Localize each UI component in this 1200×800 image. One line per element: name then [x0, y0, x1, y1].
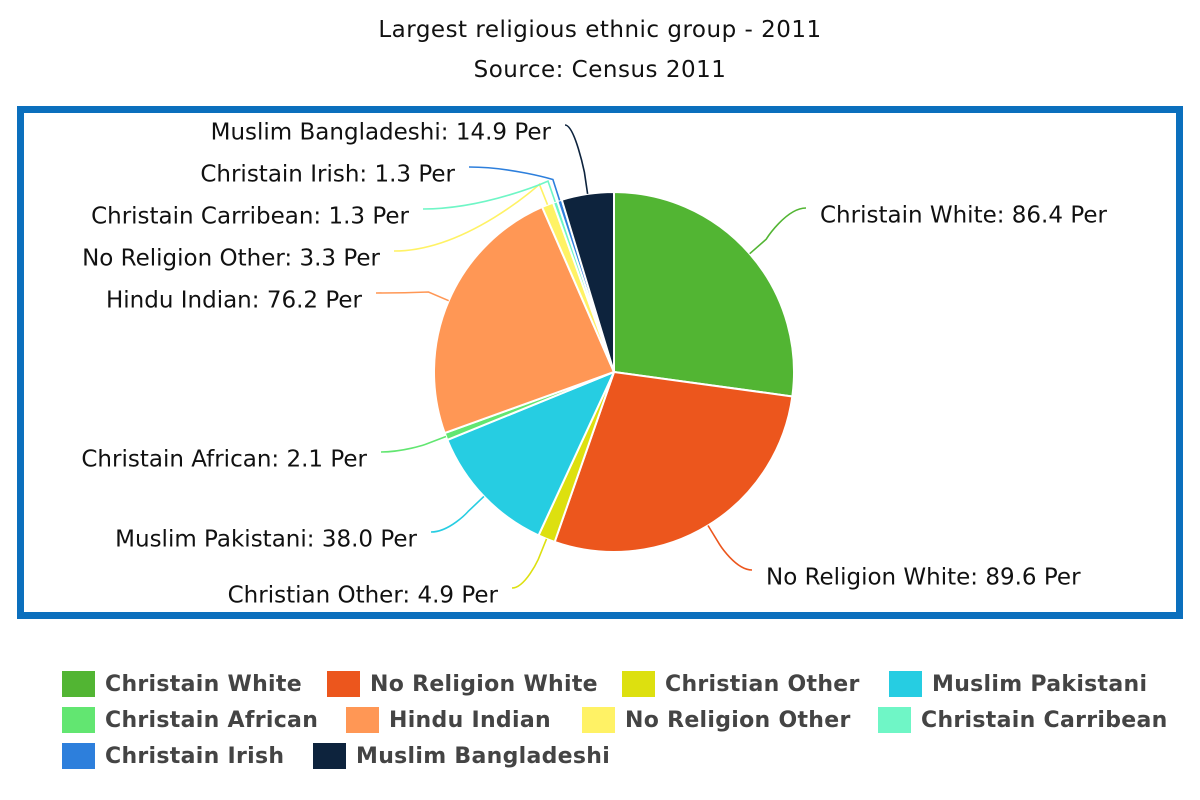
legend-label: Christain African — [105, 707, 319, 733]
legend-label: Christian Other — [665, 671, 860, 697]
connector-christain-white — [749, 207, 807, 255]
legend-swatch — [313, 743, 346, 769]
legend-label: Christain White — [105, 671, 302, 697]
data-label-no-religion-white: No Religion White: 89.6 Per — [766, 565, 1081, 591]
legend-swatch — [878, 707, 911, 733]
legend-swatch — [346, 707, 379, 733]
data-label-christain-carribean: Christain Carribean: 1.3 Per — [91, 204, 409, 230]
legend-swatch — [62, 707, 95, 733]
legend-item-christain-african[interactable]: Christain African — [62, 704, 318, 736]
legend-label: Muslim Pakistani — [932, 671, 1148, 697]
pie-slice-christain-white[interactable] — [613, 191, 795, 398]
legend-swatch — [62, 743, 95, 769]
legend-swatch — [582, 707, 615, 733]
legend-item-christain-carribean[interactable]: Christain Carribean — [878, 704, 1168, 736]
chart-title: Largest religious ethnic group - 2011 — [378, 17, 822, 43]
connector-christain-irish — [468, 166, 561, 201]
legend-item-no-religion-other[interactable]: No Religion Other — [582, 704, 851, 736]
data-label-christain-irish: Christain Irish: 1.3 Per — [200, 162, 455, 188]
legend-label: Muslim Bangladeshi — [356, 743, 611, 769]
legend-item-christain-irish[interactable]: Christain Irish — [62, 740, 284, 772]
legend-swatch — [327, 671, 360, 697]
data-label-christain-african: Christain African: 2.1 Per — [81, 447, 367, 473]
legend-label: Christain Irish — [105, 743, 285, 769]
legend-swatch — [62, 671, 95, 697]
chart-subtitle: Source: Census 2011 — [473, 57, 727, 83]
connector-muslim-pakistani — [430, 495, 485, 533]
legend-label: Christain Carribean — [921, 707, 1168, 733]
legend-label: No Religion Other — [625, 707, 851, 733]
connector-christian-other — [511, 538, 548, 589]
data-label-christian-other: Christian Other: 4.9 Per — [228, 583, 499, 609]
connector-christain-african — [380, 435, 447, 453]
connector-muslim-bangladeshi — [564, 124, 589, 195]
connector-lines — [375, 124, 807, 589]
legend-item-hindu-indian[interactable]: Hindu Indian — [346, 704, 551, 736]
data-label-muslim-bangladeshi: Muslim Bangladeshi: 14.9 Per — [211, 120, 552, 146]
pie-slice-hindu-indian[interactable] — [433, 205, 615, 435]
legend-swatch — [889, 671, 922, 697]
legend-item-muslim-pakistani[interactable]: Muslim Pakistani — [889, 668, 1147, 700]
data-labels: Christain White: 86.4 Per No Religion Whi… — [81, 120, 1107, 609]
pie-slice-muslim-pakistani[interactable] — [446, 371, 615, 537]
pie-slice-muslim-bangladeshi[interactable] — [560, 191, 615, 373]
pie-slices — [433, 191, 795, 553]
data-label-hindu-indian: Hindu Indian: 76.2 Per — [106, 288, 363, 314]
connector-no-religion-white — [707, 525, 753, 571]
legend-item-christian-other[interactable]: Christian Other — [622, 668, 860, 700]
connector-hindu-indian — [375, 291, 450, 302]
legend-swatch — [622, 671, 655, 697]
data-label-christain-white: Christain White: 86.4 Per — [820, 203, 1108, 229]
legend-label: No Religion White — [370, 671, 598, 697]
connector-christain-carribean — [422, 180, 556, 210]
legend-label: Hindu Indian — [389, 707, 551, 733]
legend-item-muslim-bangladeshi[interactable]: Muslim Bangladeshi — [313, 740, 610, 772]
pie-slice-no-religion-white[interactable] — [553, 371, 794, 553]
data-label-muslim-pakistani: Muslim Pakistani: 38.0 Per — [115, 527, 417, 553]
legend-item-christain-white[interactable]: Christain White — [62, 668, 302, 700]
data-label-no-religion-other: No Religion Other: 3.3 Per — [82, 246, 380, 272]
legend-item-no-religion-white[interactable]: No Religion White — [327, 668, 598, 700]
